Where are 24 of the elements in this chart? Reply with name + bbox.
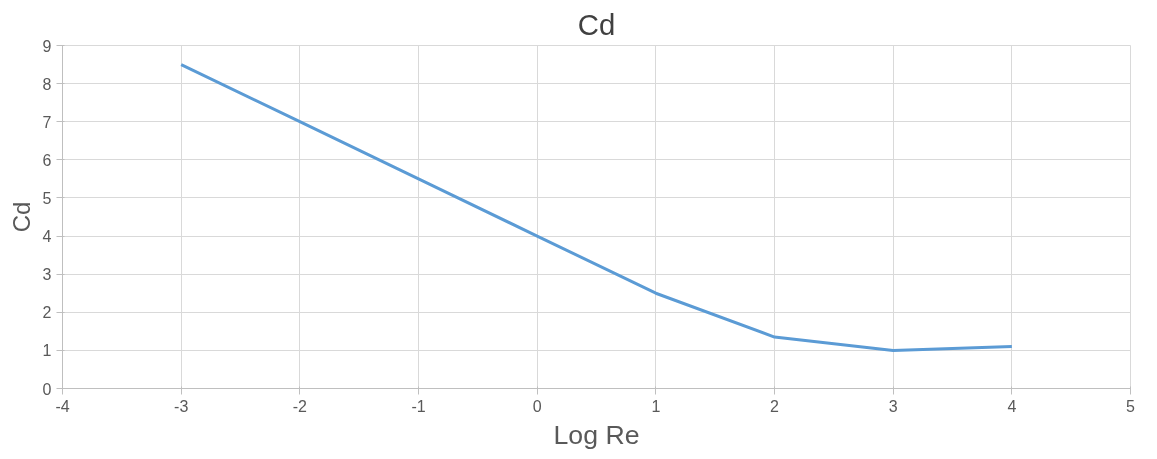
y-tick-label: 1 <box>42 342 52 360</box>
line-series <box>179 63 1014 352</box>
x-tick-label: 2 <box>770 397 780 415</box>
y-tick-label: 3 <box>42 266 52 284</box>
y-tick-label: 8 <box>42 75 52 93</box>
y-axis-title: Cd <box>7 201 35 233</box>
chart-title: Cd <box>577 7 616 41</box>
y-tick-label: 4 <box>42 228 52 246</box>
x-axis-title: Log Re <box>553 419 640 450</box>
x-tick-label: 3 <box>888 397 898 415</box>
y-tick-label: 2 <box>42 304 52 322</box>
x-tick-label: 0 <box>532 397 542 415</box>
y-tick-label: 0 <box>42 380 52 398</box>
x-tick-label: -1 <box>411 397 426 415</box>
x-tick-label: 4 <box>1007 397 1017 415</box>
y-tick-label: 5 <box>42 189 52 207</box>
x-tick-label: -2 <box>292 397 308 415</box>
x-tick-label: -3 <box>174 397 189 415</box>
y-tick-label: 9 <box>42 37 52 55</box>
y-tick-label: 6 <box>42 151 52 169</box>
x-tick-label: -4 <box>55 397 70 415</box>
x-tick-label: 1 <box>651 397 661 415</box>
y-tick-label: 7 <box>42 113 52 131</box>
x-tick-label: 5 <box>1126 397 1136 415</box>
